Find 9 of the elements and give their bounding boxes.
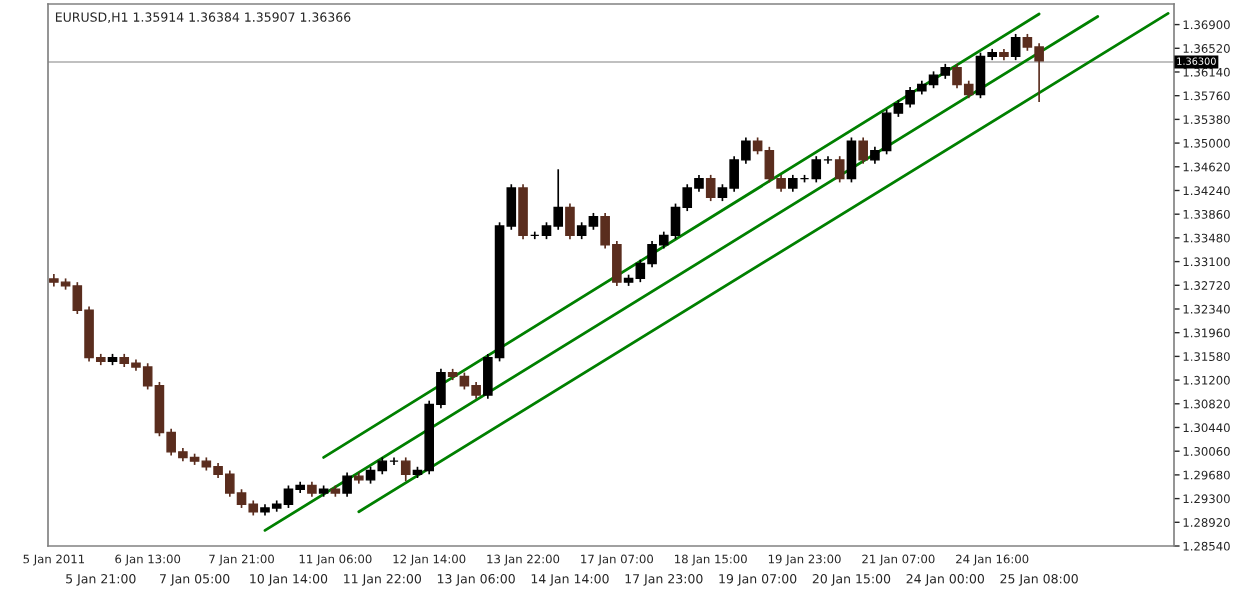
candlestick	[400, 456, 411, 482]
candlestick	[858, 136, 868, 165]
candlestick	[342, 471, 352, 498]
candlestick	[834, 155, 845, 184]
candlestick	[518, 183, 528, 240]
candlestick	[1010, 33, 1021, 61]
candlestick	[705, 174, 716, 202]
candlestick	[846, 136, 857, 184]
candlestick	[565, 202, 575, 240]
